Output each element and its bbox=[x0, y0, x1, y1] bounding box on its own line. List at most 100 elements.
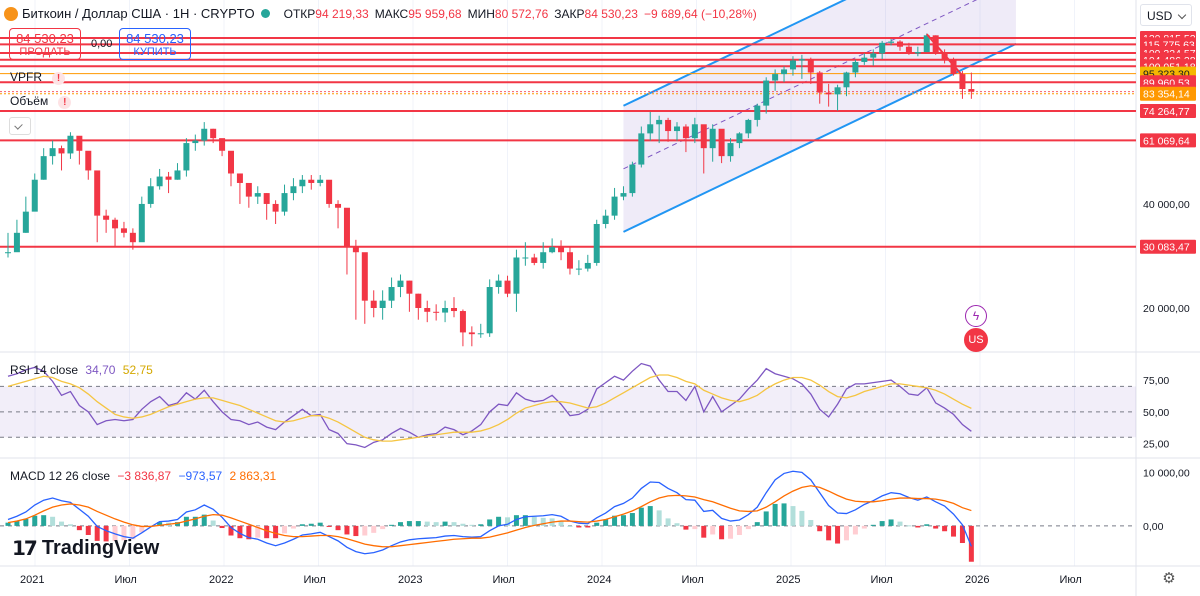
candle bbox=[905, 42, 912, 55]
macd-histogram-bar bbox=[94, 525, 100, 541]
symbol-header: Биткоин / Доллар США · 1Н · CRYPTO ОТКР 9… bbox=[4, 6, 757, 21]
candle-body bbox=[85, 150, 92, 171]
candle-body bbox=[807, 59, 814, 73]
candle bbox=[575, 260, 582, 276]
candle bbox=[129, 228, 136, 250]
time-axis-label: 2022 bbox=[209, 574, 233, 586]
candle bbox=[566, 247, 573, 275]
rsi-legend[interactable]: RSI 14 close 34,70 52,75 bbox=[10, 363, 153, 377]
candle bbox=[263, 193, 270, 220]
candle-body bbox=[352, 247, 359, 253]
candle bbox=[486, 279, 493, 337]
macd-histogram-bar bbox=[647, 506, 653, 526]
candle-body bbox=[870, 53, 877, 58]
candle bbox=[593, 219, 600, 266]
candle bbox=[67, 132, 74, 159]
candle bbox=[335, 200, 342, 229]
macd-histogram-bar bbox=[174, 522, 180, 526]
candle-body bbox=[379, 300, 386, 308]
candle-body bbox=[442, 308, 449, 313]
macd-histogram-bar bbox=[362, 525, 368, 536]
candle-body bbox=[914, 52, 921, 54]
candle bbox=[611, 187, 618, 220]
macd-histogram-bar bbox=[897, 521, 903, 526]
rsi-axis-tick: 25,00 bbox=[1143, 439, 1169, 451]
candle bbox=[700, 124, 707, 174]
macd-histogram-bar bbox=[67, 524, 73, 526]
macd-histogram-bar bbox=[879, 521, 885, 526]
macd-histogram-bar bbox=[629, 513, 635, 526]
macd-histogram-bar bbox=[219, 525, 225, 529]
macd-histogram-bar bbox=[781, 503, 787, 526]
macd-histogram-bar bbox=[85, 525, 91, 535]
candle-body bbox=[49, 148, 56, 157]
candle bbox=[5, 232, 11, 258]
indicator-vpfr[interactable]: VPFR! bbox=[10, 70, 66, 85]
candle-body bbox=[281, 193, 288, 212]
warning-icon[interactable]: ! bbox=[52, 72, 66, 85]
candle-body bbox=[263, 193, 270, 204]
candle-body bbox=[397, 280, 404, 288]
candle-body bbox=[852, 61, 859, 73]
price-level-label: 74 264,77 bbox=[1143, 106, 1190, 118]
symbol-title[interactable]: Биткоин / Доллар США · 1Н · CRYPTO bbox=[22, 6, 255, 21]
channel-lower bbox=[623, 42, 1017, 233]
time-axis: 2021 Июл 2022 Июл 2023 Июл 2024 Июл 2025 Июл 2026 И… bbox=[20, 574, 1082, 586]
candle bbox=[424, 300, 431, 323]
candle-body bbox=[236, 173, 243, 183]
macd-histogram-bar bbox=[701, 525, 707, 538]
candle bbox=[495, 274, 502, 294]
high-value: 95 959,68 bbox=[408, 6, 462, 21]
candle bbox=[834, 84, 841, 111]
candle-body bbox=[504, 280, 511, 294]
candle-body bbox=[888, 41, 895, 43]
macd-histogram-bar bbox=[567, 525, 573, 527]
macd-histogram-bar bbox=[951, 525, 957, 537]
candle-body bbox=[486, 287, 493, 334]
candle bbox=[94, 170, 101, 243]
candle bbox=[468, 326, 475, 347]
change-value: −9 689,64 (−10,28%) bbox=[643, 6, 757, 21]
candle bbox=[103, 209, 110, 233]
warning-icon[interactable]: ! bbox=[58, 96, 72, 109]
sell-button[interactable]: 84 530,23 ПРОДАТЬ bbox=[9, 28, 81, 60]
gear-icon[interactable]: ⚙ bbox=[1162, 570, 1176, 587]
lightning-event-icon[interactable]: ϟ bbox=[965, 305, 987, 327]
macd-histogram-bar bbox=[612, 515, 618, 526]
tradingview-logo[interactable]: 𝟭𝟳 TradingView bbox=[12, 536, 159, 561]
candle bbox=[674, 122, 680, 141]
candle bbox=[522, 242, 529, 266]
collapse-indicators-button[interactable] bbox=[9, 117, 31, 135]
macd-histogram-bar bbox=[745, 525, 751, 530]
macd-histogram-bar bbox=[442, 521, 448, 526]
us-flag-event-icon[interactable]: US bbox=[964, 328, 988, 352]
candle bbox=[879, 40, 886, 60]
candle-body bbox=[13, 232, 20, 253]
macd-histogram-bar bbox=[210, 520, 216, 526]
price-level-label: 83 354,14 bbox=[1143, 89, 1190, 101]
indicator-volume[interactable]: Объём! bbox=[10, 94, 72, 109]
macd-histogram-bar bbox=[942, 525, 948, 532]
macd-histogram-bar bbox=[915, 525, 921, 528]
candle-body bbox=[156, 176, 163, 187]
sell-price: 84 530,23 bbox=[16, 31, 74, 46]
currency-select[interactable]: USD bbox=[1140, 4, 1192, 26]
candle-body bbox=[76, 135, 83, 151]
macd-histogram-bar bbox=[469, 524, 475, 526]
macd-legend[interactable]: MACD 12 26 close −3 836,87 −973,57 2 863… bbox=[10, 469, 276, 483]
buy-button[interactable]: 84 530,23 КУПИТЬ bbox=[119, 28, 191, 60]
macd-histogram-bar bbox=[433, 522, 439, 526]
time-axis-label: Июл bbox=[1060, 574, 1082, 586]
candle bbox=[781, 66, 788, 83]
macd-histogram-bar bbox=[719, 525, 725, 540]
candle bbox=[299, 175, 306, 194]
time-axis-label: Июл bbox=[682, 574, 704, 586]
price-level-tag bbox=[1140, 239, 1196, 254]
candle bbox=[861, 53, 868, 65]
macd-histogram-bar bbox=[924, 524, 930, 526]
candle bbox=[112, 217, 119, 248]
macd-histogram-bar bbox=[808, 519, 814, 526]
macd-histogram-bar bbox=[76, 525, 82, 531]
candle-body bbox=[326, 179, 333, 204]
